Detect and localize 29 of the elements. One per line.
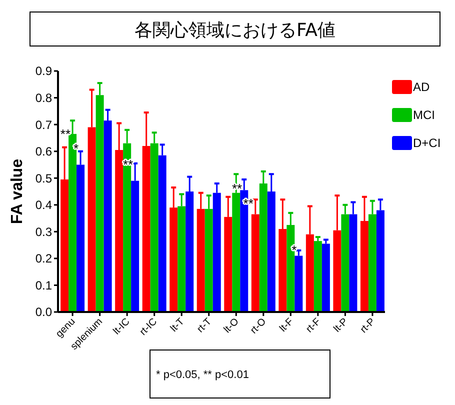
text: * p<0.05, ** p<0.01	[156, 368, 249, 381]
legend-label: AD	[413, 80, 430, 94]
x-tick-label: lt-T	[168, 316, 187, 334]
y-axis-title: FA value	[9, 158, 26, 224]
x-tick-label: lt-F	[278, 316, 296, 334]
legend-label: MCI	[413, 108, 435, 122]
y-tick-label: 0.1	[35, 278, 52, 292]
y-tick-label: 0.0	[35, 305, 52, 320]
y-tick-label: 0.4	[35, 198, 52, 212]
x-tick-label: lt-O	[222, 316, 242, 336]
x-tick-label: rt-T	[195, 316, 214, 336]
x-tick-label: rt-P	[358, 316, 378, 336]
chart-title: 各関心領域におけるFA値	[134, 20, 336, 41]
legend-label: D+CI	[413, 136, 441, 150]
bar	[294, 256, 303, 312]
y-tick-label: 0.6	[35, 144, 52, 159]
y-tick-label: 0.8	[35, 90, 52, 105]
y-tick-label: 0.9	[35, 64, 52, 78]
annotation: **	[60, 126, 71, 142]
x-tick-label: rt-O	[248, 316, 269, 336]
y-tick-label: 0.7	[35, 118, 52, 132]
bar	[314, 241, 322, 312]
bar	[322, 244, 330, 312]
y-tick-label: 0.2	[35, 252, 52, 266]
x-tick-label: lt-P	[332, 316, 351, 335]
x-tick-label: lt-IC	[111, 316, 132, 338]
x-tick-label: rt-F	[304, 316, 324, 336]
y-tick-label: 0.3	[35, 224, 52, 239]
y-tick-label: 0.5	[35, 171, 52, 186]
